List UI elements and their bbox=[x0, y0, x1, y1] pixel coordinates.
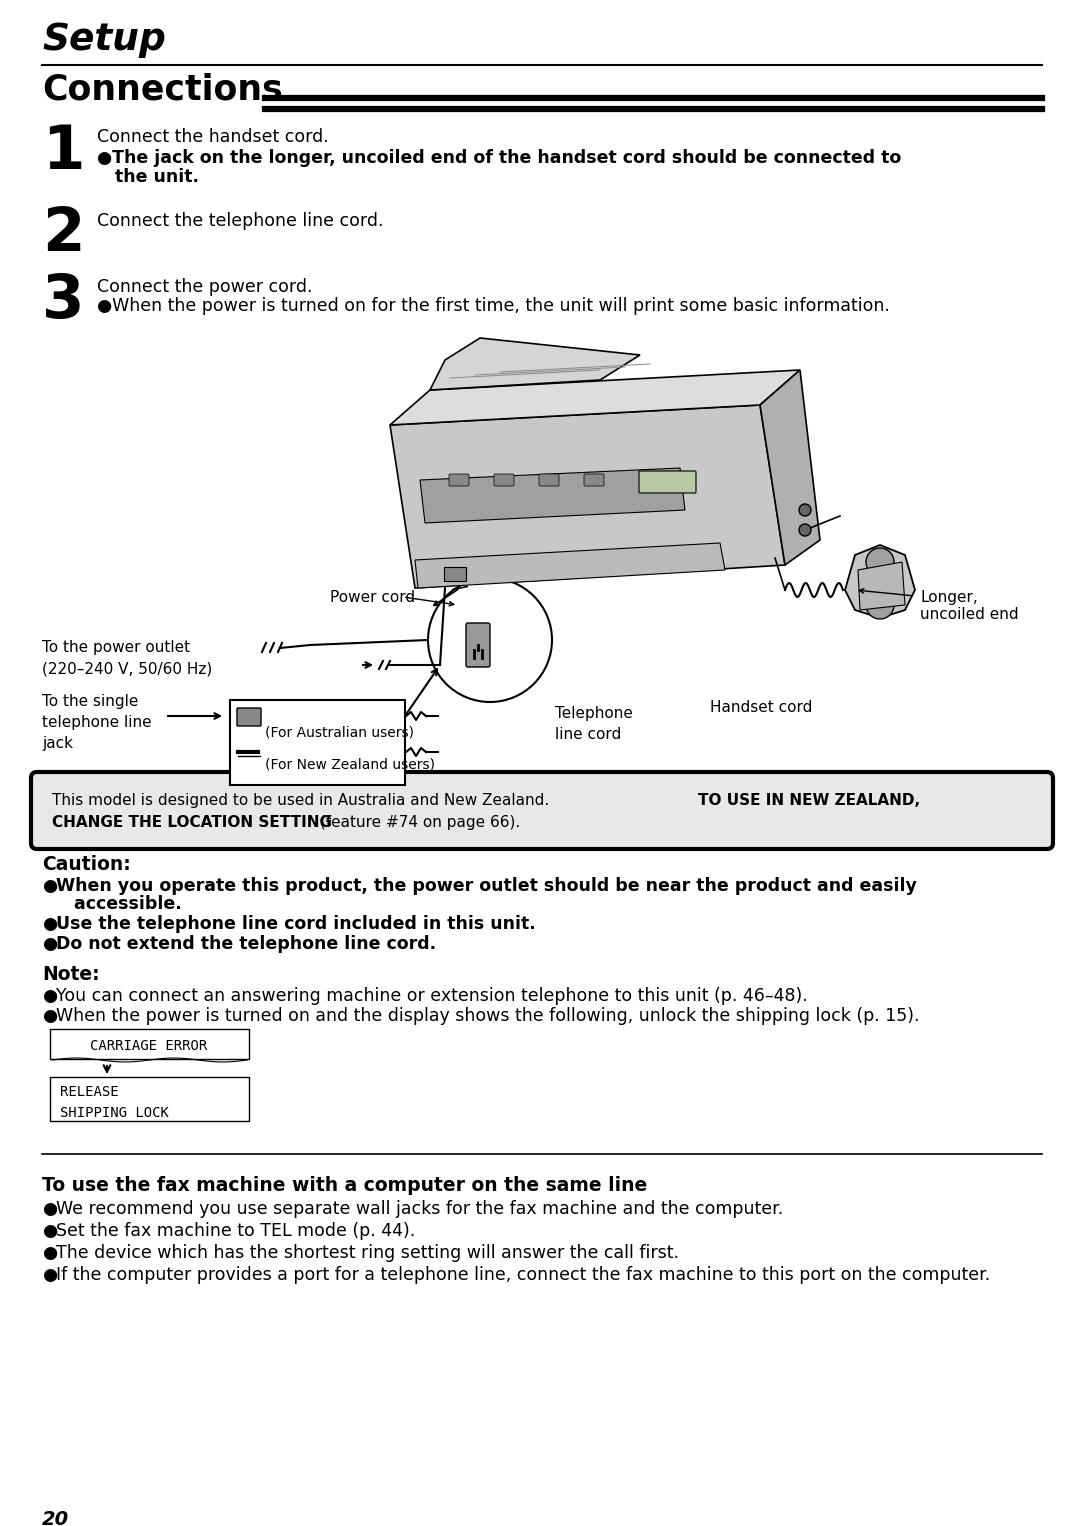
Text: the unit.: the unit. bbox=[97, 168, 199, 186]
FancyBboxPatch shape bbox=[449, 475, 469, 485]
Polygon shape bbox=[390, 404, 785, 588]
FancyBboxPatch shape bbox=[539, 475, 559, 485]
Text: Setup: Setup bbox=[42, 21, 166, 58]
Text: ●: ● bbox=[42, 916, 57, 932]
FancyBboxPatch shape bbox=[31, 772, 1053, 848]
Text: (For Australian users): (For Australian users) bbox=[265, 725, 414, 739]
Text: When the power is turned on and the display shows the following, unlock the ship: When the power is turned on and the disp… bbox=[56, 1007, 919, 1025]
Text: Use the telephone line cord included in this unit.: Use the telephone line cord included in … bbox=[56, 916, 536, 932]
Text: (For New Zealand users): (For New Zealand users) bbox=[265, 757, 435, 771]
FancyBboxPatch shape bbox=[444, 568, 465, 581]
Text: You can connect an answering machine or extension telephone to this unit (p. 46–: You can connect an answering machine or … bbox=[56, 987, 808, 1006]
Text: ●: ● bbox=[42, 1222, 57, 1241]
Text: ●: ● bbox=[42, 987, 57, 1006]
Text: CHANGE THE LOCATION SETTING: CHANGE THE LOCATION SETTING bbox=[52, 815, 332, 830]
Polygon shape bbox=[430, 337, 640, 391]
Polygon shape bbox=[760, 369, 820, 565]
FancyBboxPatch shape bbox=[639, 472, 696, 493]
Polygon shape bbox=[390, 369, 800, 426]
Text: Note:: Note: bbox=[42, 964, 99, 984]
FancyBboxPatch shape bbox=[465, 623, 490, 667]
Polygon shape bbox=[420, 468, 685, 523]
Circle shape bbox=[428, 578, 552, 702]
Text: ●: ● bbox=[42, 1267, 57, 1283]
Text: Power cord: Power cord bbox=[330, 591, 415, 604]
Text: The device which has the shortest ring setting will answer the call first.: The device which has the shortest ring s… bbox=[56, 1244, 679, 1262]
FancyBboxPatch shape bbox=[230, 700, 405, 784]
Text: Connect the power cord.: Connect the power cord. bbox=[97, 278, 312, 296]
Text: ●When the power is turned on for the first time, the unit will print some basic : ●When the power is turned on for the fir… bbox=[97, 298, 890, 314]
FancyBboxPatch shape bbox=[50, 1029, 249, 1059]
Text: uncoiled end: uncoiled end bbox=[920, 607, 1018, 623]
Text: Do not extend the telephone line cord.: Do not extend the telephone line cord. bbox=[56, 935, 436, 954]
Circle shape bbox=[866, 591, 894, 620]
Text: To the single
telephone line
jack: To the single telephone line jack bbox=[42, 694, 151, 751]
Text: Handset cord: Handset cord bbox=[710, 700, 812, 716]
Circle shape bbox=[799, 523, 811, 536]
Text: Longer,: Longer, bbox=[920, 591, 977, 604]
FancyBboxPatch shape bbox=[584, 475, 604, 485]
Text: accessible.: accessible. bbox=[56, 896, 181, 913]
FancyBboxPatch shape bbox=[494, 475, 514, 485]
Polygon shape bbox=[845, 545, 915, 618]
Text: ●: ● bbox=[42, 1007, 57, 1025]
FancyBboxPatch shape bbox=[50, 1077, 249, 1122]
Text: Set the fax machine to TEL mode (p. 44).: Set the fax machine to TEL mode (p. 44). bbox=[56, 1222, 415, 1241]
Text: Connect the handset cord.: Connect the handset cord. bbox=[97, 128, 328, 146]
Text: ●: ● bbox=[42, 877, 57, 896]
Text: 2: 2 bbox=[42, 204, 84, 264]
Text: Connect the telephone line cord.: Connect the telephone line cord. bbox=[97, 212, 383, 230]
Text: ●The jack on the longer, uncoiled end of the handset cord should be connected to: ●The jack on the longer, uncoiled end of… bbox=[97, 150, 901, 166]
Circle shape bbox=[866, 548, 894, 575]
Text: We recommend you use separate wall jacks for the fax machine and the computer.: We recommend you use separate wall jacks… bbox=[56, 1199, 783, 1218]
Text: RELEASE
SHIPPING LOCK: RELEASE SHIPPING LOCK bbox=[60, 1085, 168, 1120]
Text: To use the fax machine with a computer on the same line: To use the fax machine with a computer o… bbox=[42, 1177, 647, 1195]
Polygon shape bbox=[858, 562, 905, 610]
Text: (feature #74 on page 66).: (feature #74 on page 66). bbox=[315, 815, 521, 830]
Text: 3: 3 bbox=[42, 272, 84, 331]
FancyBboxPatch shape bbox=[237, 708, 261, 726]
Text: To the power outlet
(220–240 V, 50/60 Hz): To the power outlet (220–240 V, 50/60 Hz… bbox=[42, 639, 213, 676]
Polygon shape bbox=[415, 543, 725, 588]
Text: If the computer provides a port for a telephone line, connect the fax machine to: If the computer provides a port for a te… bbox=[56, 1267, 990, 1283]
Circle shape bbox=[799, 504, 811, 516]
Text: ●: ● bbox=[42, 1244, 57, 1262]
Text: 20: 20 bbox=[42, 1511, 69, 1526]
Text: 1: 1 bbox=[42, 124, 84, 182]
Text: Caution:: Caution: bbox=[42, 855, 131, 874]
Text: Telephone
line cord: Telephone line cord bbox=[555, 707, 633, 742]
Text: TO USE IN NEW ZEALAND,: TO USE IN NEW ZEALAND, bbox=[698, 794, 920, 807]
Text: ●: ● bbox=[42, 935, 57, 954]
Text: This model is designed to be used in Australia and New Zealand.: This model is designed to be used in Aus… bbox=[52, 794, 554, 807]
Text: ●: ● bbox=[42, 1199, 57, 1218]
Text: When you operate this product, the power outlet should be near the product and e: When you operate this product, the power… bbox=[56, 877, 917, 896]
Text: CARRIAGE ERROR: CARRIAGE ERROR bbox=[91, 1039, 207, 1053]
Text: Connections: Connections bbox=[42, 72, 283, 105]
